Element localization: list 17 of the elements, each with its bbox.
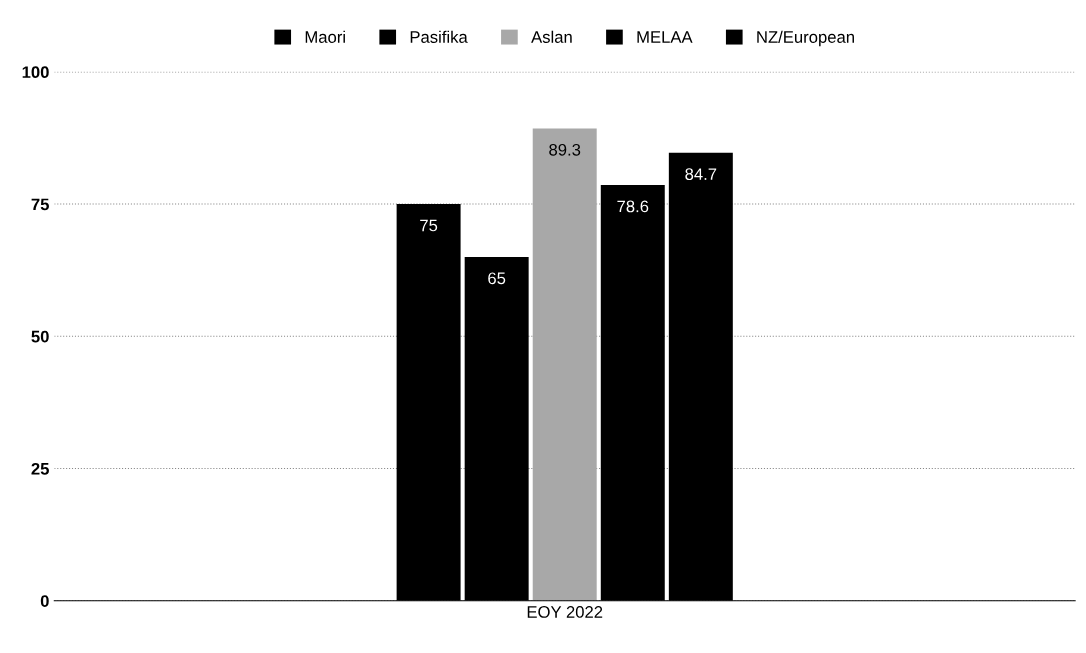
y-tick-label: 75 xyxy=(31,198,49,211)
y-tick-label: 0 xyxy=(40,595,49,607)
data-label: 84.7 xyxy=(685,168,717,181)
legend-label: Aslan xyxy=(531,30,572,43)
data-label: 75 xyxy=(420,219,438,232)
data-label: 78.6 xyxy=(617,200,649,213)
data-label: 89.3 xyxy=(549,143,581,156)
y-tick-label: 100 xyxy=(22,66,49,79)
legend-label: MELAA xyxy=(637,31,693,43)
bar xyxy=(532,128,597,601)
legend-label: NZ/European xyxy=(757,30,854,47)
y-tick-label: 25 xyxy=(31,462,49,475)
legend-label: Maori xyxy=(305,30,345,43)
y-tick-label: 50 xyxy=(31,330,49,343)
data-label: 65 xyxy=(488,272,506,285)
x-tick-label: EOY 2022 xyxy=(527,606,603,618)
legend-label: Pasifika xyxy=(410,30,468,43)
